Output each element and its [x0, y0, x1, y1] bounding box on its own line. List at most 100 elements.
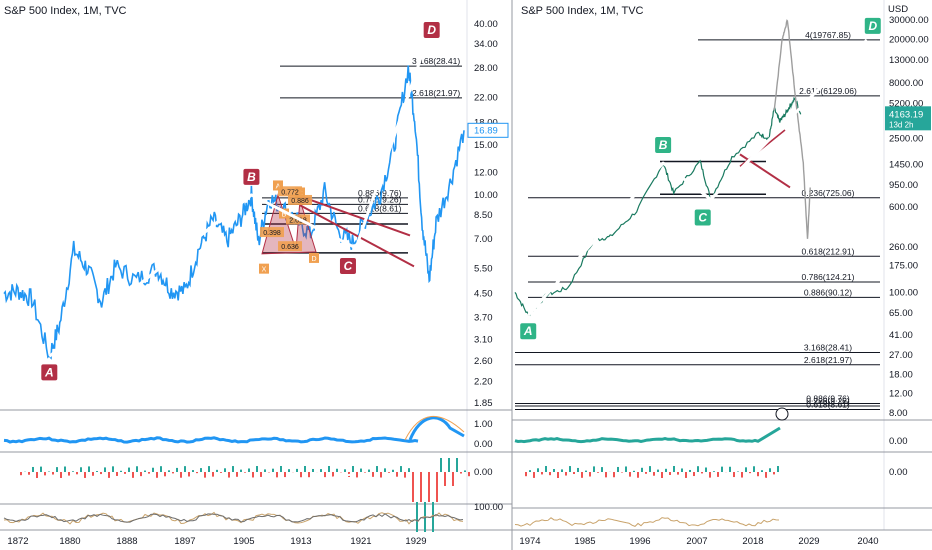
right-current-price-badge	[885, 106, 931, 131]
left-ind2-bar	[376, 466, 378, 472]
left-ind2-bar	[64, 466, 66, 472]
right-ind2-bar	[525, 472, 527, 477]
left-price-tick: 34.00	[474, 39, 498, 50]
right-price-tick: 12.00	[889, 389, 913, 400]
right-fib-label: 3.168(28.41)	[804, 342, 852, 352]
left-ind2-bar	[92, 472, 94, 476]
right-ind2-bar	[577, 467, 579, 472]
left-ind2-bar	[36, 472, 38, 478]
left-ind2-bar	[384, 468, 386, 472]
right-ind2-bar	[677, 472, 679, 475]
left-ind2-bar	[68, 472, 70, 476]
left-ind2-bar	[144, 470, 146, 472]
right-fib-label: 2.618(21.97)	[804, 355, 852, 365]
left-ind2-bar	[368, 469, 370, 472]
right-ind2-bar	[649, 466, 651, 472]
left-ind2-bar	[468, 472, 470, 477]
left-ind2-bar	[216, 469, 218, 472]
left-ind2-bar	[360, 468, 362, 472]
right-ind2-bar	[553, 468, 555, 472]
left-point-badge	[339, 258, 356, 275]
right-harmonic-pattern[interactable]: A B C D	[520, 17, 881, 340]
right-ind2-bar	[765, 472, 767, 478]
right-ind2-bar	[533, 472, 535, 478]
left-price-tick: 22.00	[474, 93, 498, 104]
right-ind2-bar	[709, 472, 711, 478]
left-xabcd-letter: D	[311, 256, 316, 263]
left-ind2-bar	[152, 467, 154, 472]
left-price-tick: 3.70	[474, 313, 493, 324]
right-ind2-tick: 0.00	[889, 467, 908, 478]
right-ind2-bar	[673, 466, 675, 472]
left-ind2-bar	[244, 472, 246, 473]
left-time-tick: 1929	[405, 536, 426, 547]
right-ind2-bar	[713, 471, 715, 472]
right-ind2-bar	[581, 472, 583, 478]
left-current-price-badge	[467, 122, 509, 138]
right-fib-label: 4(19767.85)	[805, 30, 851, 40]
left-ind2-trend	[329, 473, 356, 479]
right-current-price: 4163.19	[889, 109, 923, 120]
right-time-tick: 1996	[629, 536, 650, 547]
left-fib-label: 0.786(9.26)	[358, 194, 402, 204]
left-ind2-bar	[452, 472, 454, 486]
right-price-tick: 18.00	[889, 369, 913, 380]
left-ind2-bar	[248, 468, 250, 472]
right-ind2-bar	[733, 472, 735, 478]
left-ind2-bar	[180, 472, 182, 478]
right-countdown: 13d 2h	[889, 120, 913, 129]
left-point-label: A	[44, 365, 54, 379]
right-price-tick: 27.00	[889, 350, 913, 361]
right-price-tick: 41.00	[889, 330, 913, 341]
right-price-tick: 65.00	[889, 308, 913, 319]
left-fib-label: 0.618(8.61)	[358, 203, 402, 213]
left-ind2-bar	[116, 472, 118, 476]
right-ind2-bar	[585, 470, 587, 472]
left-ind2-bar	[28, 472, 30, 475]
right-ind2-bar	[565, 472, 567, 476]
left-ind2-bar	[380, 472, 382, 478]
right-ind2-trend	[764, 477, 779, 501]
left-ind2-bar	[72, 471, 74, 472]
left-ind2-bar	[320, 469, 322, 472]
left-ind2-bar	[104, 467, 106, 472]
right-ind2-bar	[593, 466, 595, 472]
left-ind2-bar	[208, 466, 210, 472]
left-fib-label: 2.618(21.97)	[412, 88, 460, 98]
left-time-tick: 1905	[233, 536, 254, 547]
left-ind2-bar	[388, 472, 390, 473]
left-ind2-bar	[284, 472, 286, 478]
left-ratio-label: 2.618	[289, 217, 307, 224]
left-ind2-bar	[256, 466, 258, 472]
right-price-tick: 2500.00	[889, 134, 923, 145]
right-ind2-bar	[705, 467, 707, 472]
left-ind2-bar	[112, 466, 114, 472]
left-price-tick: 10.00	[474, 190, 498, 201]
left-xabcd-marker	[309, 252, 319, 263]
left-ind2-bar	[136, 466, 138, 472]
left-price-tick: 4.50	[474, 288, 493, 299]
left-ind2-bar	[412, 472, 414, 502]
left-ind2-bar	[420, 472, 422, 502]
left-ratio-label: 0.886	[291, 198, 309, 205]
left-price-axis: 40.0034.0028.0022.0018.0015.0012.0010.00…	[474, 19, 498, 409]
left-price-tick: 15.00	[474, 140, 498, 151]
left-ind2-bar	[100, 472, 102, 475]
left-time-tick: 1913	[290, 536, 311, 547]
left-price-series	[3, 65, 465, 360]
left-chart-title: S&P 500 Index, 1M, TVC	[4, 5, 127, 17]
left-ind2-bar	[328, 466, 330, 472]
right-ind2-bar	[541, 472, 543, 475]
left-ratio-label: 0.636	[281, 244, 299, 251]
left-ind2-bar	[308, 472, 310, 478]
right-ind2-bar	[761, 470, 763, 472]
right-ind2-bar	[537, 468, 539, 472]
left-ind2-bar	[88, 466, 90, 472]
left-ind2-bar	[352, 466, 354, 472]
left-ind3-signal	[3, 513, 464, 523]
right-ind2-bar	[773, 472, 775, 475]
right-ind2-bar	[697, 466, 699, 472]
right-ind2-bar	[625, 466, 627, 472]
